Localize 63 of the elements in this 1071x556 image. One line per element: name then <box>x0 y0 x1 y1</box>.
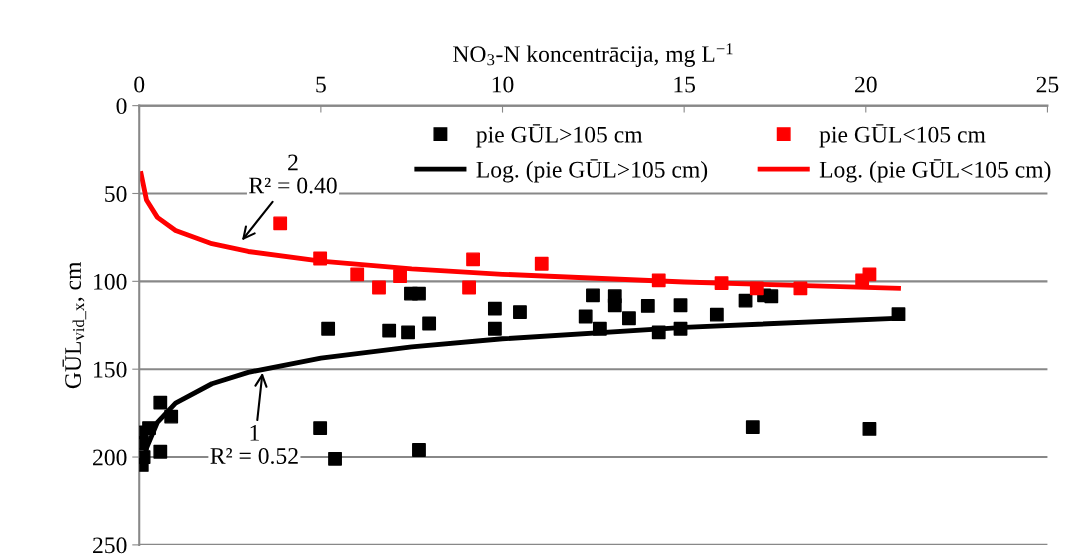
annotation: 1 R² = 0.52 <box>210 425 298 464</box>
point <box>673 298 688 313</box>
point <box>534 256 549 271</box>
point <box>651 273 666 288</box>
y-tick-label: 150 <box>94 361 127 378</box>
x-tick-label: 25 <box>1036 76 1059 93</box>
legend-label: pie GŪL<105 cm <box>819 124 986 148</box>
point <box>422 316 437 331</box>
point <box>466 252 480 267</box>
y-tick-label: 100 <box>94 273 127 290</box>
point <box>607 298 622 313</box>
point <box>412 286 426 301</box>
point <box>372 280 386 295</box>
point <box>714 276 729 290</box>
annotation: 2 R² = 0.40 <box>249 154 337 194</box>
point <box>709 307 724 322</box>
y-tick-label: 50 <box>105 185 127 202</box>
point <box>153 395 168 410</box>
point <box>462 280 476 295</box>
point <box>313 251 328 266</box>
point <box>273 216 288 231</box>
x-tick-label: 5 <box>316 76 326 93</box>
x-tick-label: 0 <box>134 76 145 93</box>
point <box>382 323 397 338</box>
x-tick-label: 20 <box>855 76 877 93</box>
point <box>513 305 527 319</box>
point <box>321 321 336 336</box>
point <box>412 443 426 457</box>
point <box>651 325 666 340</box>
point <box>487 301 502 316</box>
point <box>891 307 906 322</box>
point <box>862 267 877 282</box>
y-tick-label: 200 <box>93 449 127 466</box>
point <box>401 325 415 340</box>
x-tick-label: 15 <box>674 76 696 93</box>
legend-label: pie GŪL>105 cm <box>476 124 643 148</box>
point <box>487 321 502 336</box>
x-tick-label: 10 <box>492 76 514 93</box>
point <box>862 422 877 436</box>
point <box>153 444 168 459</box>
point <box>142 421 156 435</box>
point <box>673 321 688 336</box>
point <box>586 288 600 303</box>
legend-label: Log. (pie GŪL>105 cm) <box>476 159 708 183</box>
point <box>745 420 760 435</box>
point <box>164 409 179 424</box>
y-tick-label: 0 <box>116 98 127 115</box>
y-axis-title: GŪL$_{vid_x}$, cm <box>62 261 87 389</box>
point <box>350 267 365 282</box>
point <box>393 269 407 283</box>
point <box>764 289 779 304</box>
point <box>640 299 655 313</box>
point <box>622 311 636 326</box>
point <box>738 293 753 308</box>
y-tick-label: 250 <box>93 537 127 554</box>
point <box>793 281 808 296</box>
point <box>328 451 342 466</box>
legend-label: Log. (pie GŪL<105 cm) <box>819 159 1051 183</box>
point <box>749 281 764 296</box>
point <box>592 321 607 336</box>
point <box>578 309 593 324</box>
point <box>313 421 328 435</box>
x-axis-title: NO$_{3}$-N koncentrācija, mg L$^{−1}$ <box>453 43 733 67</box>
